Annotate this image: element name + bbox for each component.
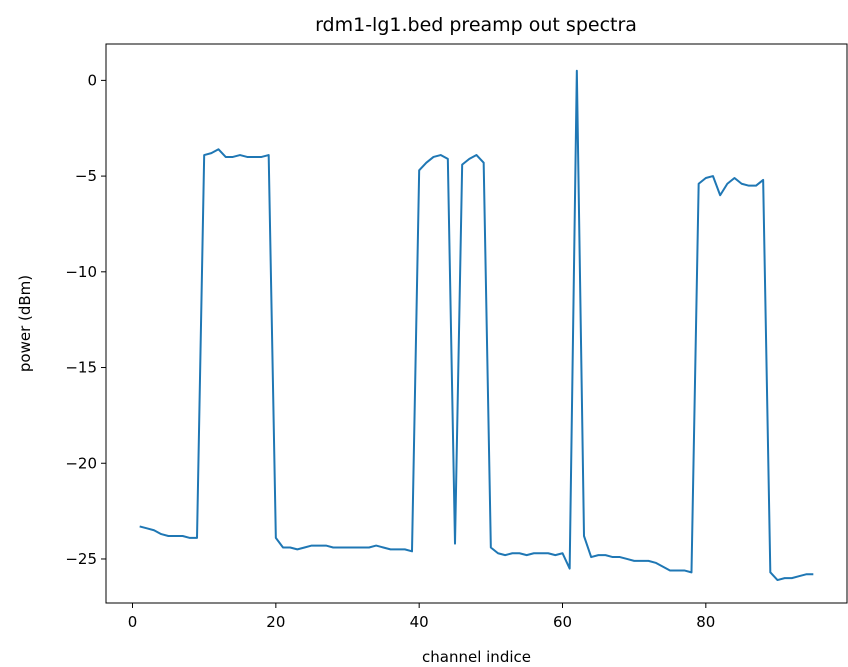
x-tick-label: 40 [410,613,429,631]
x-tick-label: 60 [553,613,572,631]
y-tick-label: −10 [65,263,97,281]
y-tick-label: −15 [65,359,97,377]
plot-area-frame [105,43,848,604]
x-tick-label: 20 [266,613,285,631]
axis-ticks: 0 20 40 60 80 0 −5 −10 −15 −20 −25 [65,71,715,631]
series-layer [139,69,814,582]
y-tick-label: 0 [87,71,97,89]
y-tick-label: −25 [65,550,97,568]
y-axis-label: power (dBm) [16,275,34,372]
chart-title: rdm1-lg1.bed preamp out spectra [315,14,637,36]
x-axis-label: channel indice [422,648,531,666]
y-tick-label: −5 [75,167,97,185]
x-tick-label: 80 [696,613,715,631]
x-tick-label: 0 [128,613,138,631]
series-line [139,69,814,582]
y-tick-label: −20 [65,454,97,472]
